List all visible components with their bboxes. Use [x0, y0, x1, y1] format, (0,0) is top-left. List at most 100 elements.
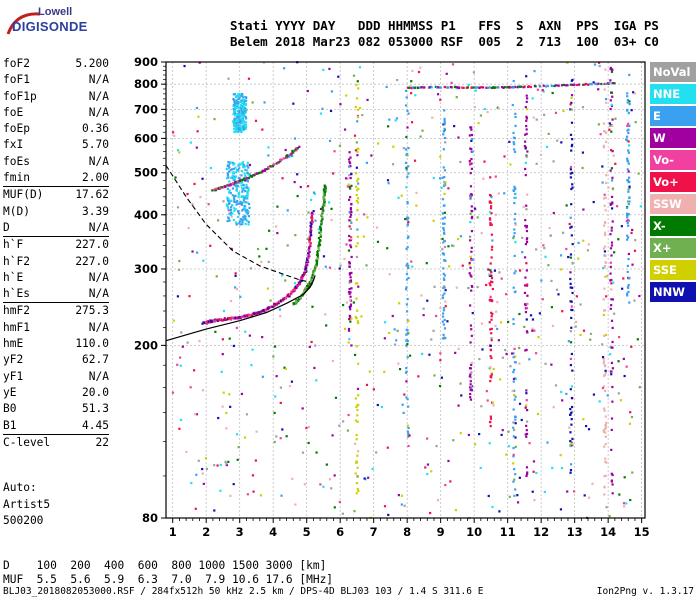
- spread-dot: [236, 116, 239, 119]
- echo-dot: [490, 332, 493, 335]
- noise-dot: [343, 327, 347, 330]
- noise-dot: [512, 421, 515, 424]
- echo-dot: [569, 253, 573, 256]
- o-trace-dot: [293, 288, 296, 291]
- noise-dot: [415, 191, 418, 194]
- echo-dot: [355, 345, 358, 348]
- echo-dot: [626, 264, 629, 268]
- echo-dot: [490, 318, 493, 321]
- noise-dot: [544, 362, 547, 365]
- noise-dot: [535, 248, 538, 251]
- echo-dot: [347, 198, 351, 201]
- echo-dot: [604, 457, 607, 460]
- spread-dot: [241, 219, 244, 222]
- high-trace-dot: [492, 86, 495, 89]
- echo-dot: [490, 223, 493, 226]
- o-trace-dot: [255, 311, 258, 314]
- noise-dot: [547, 132, 550, 135]
- x-trace-dot: [320, 223, 323, 226]
- echo-dot: [407, 264, 410, 268]
- noise-dot: [235, 326, 239, 329]
- echo-dot: [512, 480, 515, 483]
- noise-dot: [459, 160, 462, 164]
- param-name: foF1p: [3, 89, 37, 103]
- spread-dot: [237, 193, 240, 196]
- echo-dot: [469, 373, 472, 376]
- noise-dot: [366, 216, 369, 219]
- echo-dot: [526, 294, 529, 297]
- noise-dot: [616, 205, 619, 208]
- noise-dot: [307, 211, 310, 214]
- echo-dot: [356, 309, 359, 312]
- param-row: h`E N/A: [3, 270, 109, 286]
- noise-dot: [217, 416, 220, 420]
- noise-dot: [638, 386, 641, 389]
- noise-dot: [383, 337, 386, 340]
- noise-dot: [400, 194, 403, 197]
- echo-dot: [603, 197, 606, 200]
- noise-dot: [473, 207, 477, 210]
- noise-dot: [286, 244, 289, 247]
- y-tick-label: 300: [134, 262, 158, 276]
- echo-dot: [609, 272, 612, 275]
- noise-dot: [455, 286, 458, 289]
- noise-dot: [191, 203, 194, 206]
- spread-dot: [234, 122, 238, 125]
- noise-dot: [229, 299, 233, 303]
- echo-dot: [512, 189, 515, 192]
- noise-dot: [383, 370, 386, 373]
- x-trace-dot: [306, 284, 309, 288]
- noise-dot: [629, 498, 632, 502]
- noise-dot: [542, 90, 545, 93]
- param-name: C-level: [3, 435, 51, 449]
- noise-dot: [614, 162, 617, 165]
- noise-dot: [608, 122, 611, 125]
- high-trace-dot: [573, 83, 576, 86]
- noise-dot: [531, 97, 534, 100]
- distance-row: D 100 200 400 600 800 1000 1500 3000 [km…: [3, 559, 327, 572]
- echo-dot: [489, 299, 492, 302]
- echo-dot: [406, 223, 410, 226]
- echo-dot: [405, 166, 408, 169]
- noise-dot: [173, 134, 176, 137]
- echo-dot: [610, 361, 614, 365]
- spread-dot: [244, 207, 247, 211]
- high-trace-dot: [517, 85, 520, 89]
- spread-dot: [242, 103, 246, 106]
- noise-dot: [598, 64, 601, 68]
- echo-dot: [490, 356, 493, 360]
- spread-dot: [246, 179, 249, 182]
- echo-dot: [609, 233, 612, 236]
- x-trace-dot: [318, 241, 321, 244]
- echo-dot: [610, 288, 613, 291]
- noise-dot: [575, 295, 578, 298]
- echo-dot: [405, 380, 408, 383]
- echo-dot: [469, 304, 472, 307]
- spread-dot: [239, 125, 242, 128]
- noise-dot: [579, 303, 582, 306]
- echo-dot: [349, 165, 352, 168]
- spread-dot: [229, 206, 233, 209]
- echo-dot: [524, 106, 527, 109]
- param-row: M(D) 3.39: [3, 204, 109, 220]
- echo-dot: [604, 130, 607, 133]
- echo-dot: [512, 141, 515, 144]
- noise-dot: [537, 336, 540, 339]
- echo-dot: [514, 422, 517, 425]
- spread-dot: [233, 101, 237, 104]
- echo-dot: [442, 148, 445, 151]
- noise-dot: [536, 88, 539, 91]
- echo-dot: [470, 250, 473, 253]
- noise-dot: [439, 155, 442, 158]
- o-trace-dot: [252, 313, 255, 316]
- spread-dot: [243, 204, 246, 208]
- echo-dot: [355, 460, 358, 464]
- o-trace-dot: [213, 319, 216, 323]
- echo-dot: [513, 347, 516, 350]
- o-trace-dot: [309, 227, 312, 230]
- noise-dot: [560, 141, 563, 144]
- x-trace-dot: [304, 287, 307, 290]
- param-row: foE N/A: [3, 105, 109, 121]
- echo-dot: [357, 362, 360, 365]
- noise-dot: [535, 118, 538, 121]
